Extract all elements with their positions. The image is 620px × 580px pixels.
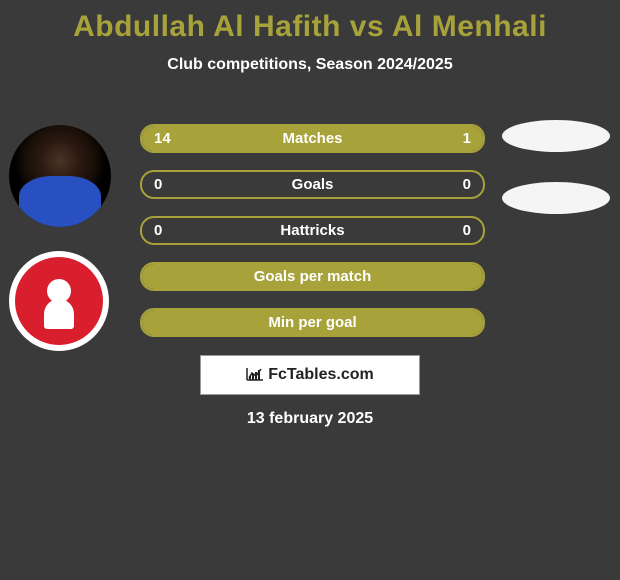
bar-label: Goals [142,176,483,193]
watermark-text: FcTables.com [268,366,374,384]
ellipse-shape [502,182,610,214]
bar-label: Min per goal [142,314,483,331]
page-title: Abdullah Al Hafith vs Al Menhali [0,0,620,44]
comparison-bars: 141Matches 00Goals 00Hattricks Goals per ma… [140,124,485,337]
stat-bar: 141Matches [140,124,485,153]
bar-label: Matches [142,130,483,147]
stat-bar: 00Goals [140,170,485,199]
stat-bar: Goals per match [140,262,485,291]
subtitle: Club competitions, Season 2024/2025 [0,56,620,74]
date-text: 13 february 2025 [0,410,620,428]
player2-avatar [9,251,109,351]
right-shape-column [502,120,610,214]
watermark-badge: FcTables.com [200,355,420,395]
bar-label: Goals per match [142,268,483,285]
stat-bar: Min per goal [140,308,485,337]
stat-bar: 00Hattricks [140,216,485,245]
avatar-column [9,125,111,351]
bar-label: Hattricks [142,222,483,239]
ellipse-shape [502,120,610,152]
chart-icon [246,367,264,384]
player1-avatar [9,125,111,227]
